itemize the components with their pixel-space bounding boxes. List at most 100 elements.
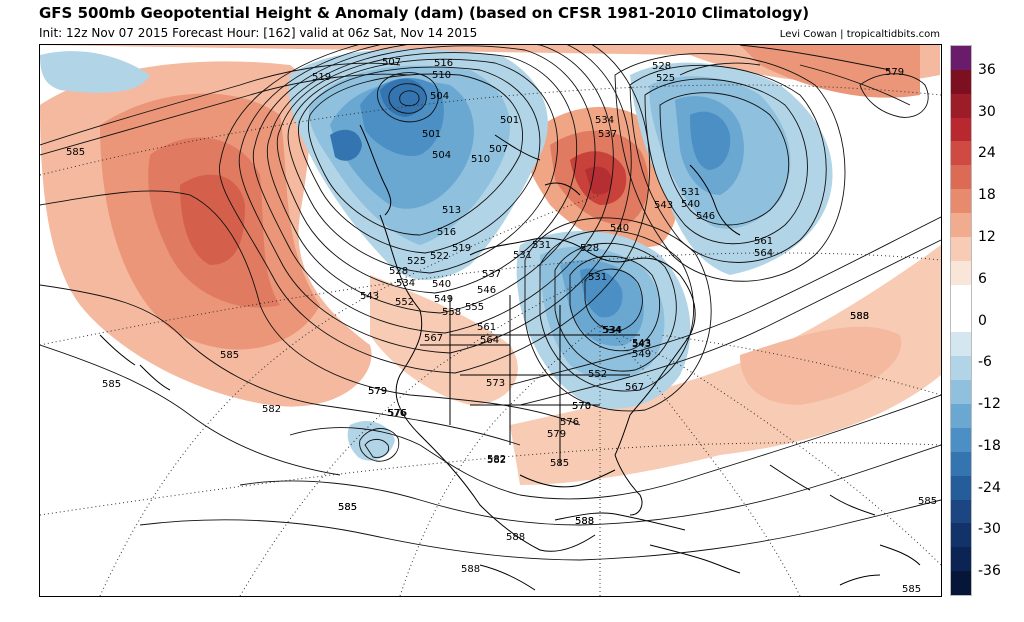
contour-label: 543: [632, 339, 651, 350]
contour-label: 510: [471, 154, 490, 165]
contour-label: 540: [610, 223, 629, 234]
coastlines: [99, 124, 921, 591]
contour-label: 519: [312, 72, 331, 83]
contour-label: 588: [850, 311, 869, 322]
contour-label: 582: [262, 404, 281, 415]
contour-label: 540: [681, 199, 700, 210]
colorbar-segment: [951, 308, 971, 333]
colorbar-tick-label: 0: [978, 312, 987, 329]
colorbar-segment: [951, 284, 971, 310]
contour-label: 579: [547, 429, 566, 440]
colorbar-segment: [951, 69, 971, 95]
contour-label: 555: [465, 302, 484, 313]
contour-label: 513: [442, 205, 461, 216]
author-credit: Levi Cowan | tropicaltidbits.com: [779, 29, 940, 40]
contour-label: 525: [656, 73, 675, 84]
contour-label: 582: [487, 455, 506, 466]
contour-label: 585: [338, 502, 357, 513]
colorbar-tick-label: 30: [978, 103, 996, 120]
contour-label: 552: [588, 369, 607, 380]
contour-label: 543: [360, 291, 379, 302]
contour-label: 588: [461, 564, 480, 575]
contour-label: 579: [368, 386, 387, 397]
contour-label: 528: [652, 61, 671, 72]
init-forecast-info: Init: 12z Nov 07 2015 Forecast Hour: [16…: [39, 26, 478, 40]
contour-label: 516: [437, 227, 456, 238]
colorbar-segment: [951, 213, 971, 238]
contour-label: 576: [560, 417, 579, 428]
contour-label: 585: [550, 458, 569, 469]
colorbar-tick-label: 6: [978, 270, 987, 287]
colorbar-tick-label: -12: [978, 396, 1001, 413]
contour-label: 570: [572, 401, 591, 412]
contour-label: 546: [477, 285, 496, 296]
colorbar-segment: [951, 499, 971, 524]
negative-anomaly-shading: [40, 49, 833, 461]
colorbar-segment: [951, 380, 971, 405]
colorbar-segment: [951, 189, 971, 214]
graticule-lines: [40, 84, 941, 596]
colorbar-tick-label: -18: [978, 437, 1001, 454]
contour-label: 519: [452, 243, 471, 254]
colorbar-segment: [951, 236, 971, 262]
contour-label: 540: [432, 279, 451, 290]
contour-label: 534: [602, 325, 621, 336]
contour-label: 501: [422, 129, 441, 140]
contour-label: 579: [368, 386, 387, 397]
contour-label: 528: [580, 243, 599, 254]
contour-label: 537: [482, 269, 501, 280]
colorbar-segment: [951, 93, 971, 119]
colorbar-segment: [951, 523, 971, 548]
contour-label: 552: [395, 297, 414, 308]
colorbar-tick-label: 24: [978, 145, 996, 162]
contour-label: 507: [382, 57, 401, 68]
colorbar-segment: [951, 547, 971, 572]
contour-label: 579: [885, 67, 904, 78]
contour-label: 543: [632, 338, 651, 349]
contour-label: 585: [918, 496, 937, 507]
contour-label: 501: [500, 115, 519, 126]
height-contours: [40, 45, 941, 561]
contour-label: 510: [432, 70, 451, 81]
colorbar-tick-label: -36: [978, 563, 1001, 580]
contour-label: 582: [487, 454, 506, 465]
contour-label: 537: [598, 129, 617, 140]
low-center-marker: [364, 438, 390, 458]
colorbar-segment: [951, 332, 971, 357]
map-canvas: 507 516 510 504 519 501 504 501 507 510 …: [40, 45, 941, 596]
contour-label: 576: [388, 408, 407, 419]
contour-label: 561: [754, 236, 773, 247]
contour-label: 534: [396, 278, 415, 289]
contour-label: 585: [66, 147, 85, 158]
contour-label: 531: [532, 240, 551, 251]
contour-label: 531: [513, 250, 532, 261]
contour-label: 504: [432, 150, 451, 161]
contour-label: 588: [506, 532, 525, 543]
contour-label: 588: [850, 311, 869, 322]
colorbar-segment: [951, 451, 971, 477]
contour-label: 528: [389, 266, 408, 277]
colorbar-tick-label: 12: [978, 228, 996, 245]
colorbar-segment: [951, 165, 971, 190]
colorbar-tick-label: -30: [978, 521, 1001, 538]
colorbar-segment: [951, 427, 971, 453]
contour-label: 531: [588, 272, 607, 283]
contour-label: 507: [489, 144, 508, 155]
contour-label: 543: [654, 200, 673, 211]
colorbar-segment: [951, 46, 971, 71]
colorbar-tick-label: -6: [978, 354, 992, 371]
contour-label: 558: [442, 307, 461, 318]
contour-label: 588: [575, 516, 594, 527]
contour-label: 585: [338, 502, 357, 513]
contour-label: 561: [477, 322, 496, 333]
colorbar-tick-label: -24: [978, 479, 1001, 496]
contour-label: 576: [387, 408, 406, 419]
contour-label: 504: [430, 91, 449, 102]
colorbar-segment: [951, 404, 971, 429]
colorbar-tick-label: 18: [978, 187, 996, 204]
colorbar-segment: [951, 141, 971, 166]
colorbar-segment: [951, 571, 971, 596]
contour-labels: 507 516 510 504 519 501 504 501 507 510 …: [66, 57, 937, 595]
contour-label: 522: [430, 251, 449, 262]
colorbar-segment: [951, 117, 971, 142]
